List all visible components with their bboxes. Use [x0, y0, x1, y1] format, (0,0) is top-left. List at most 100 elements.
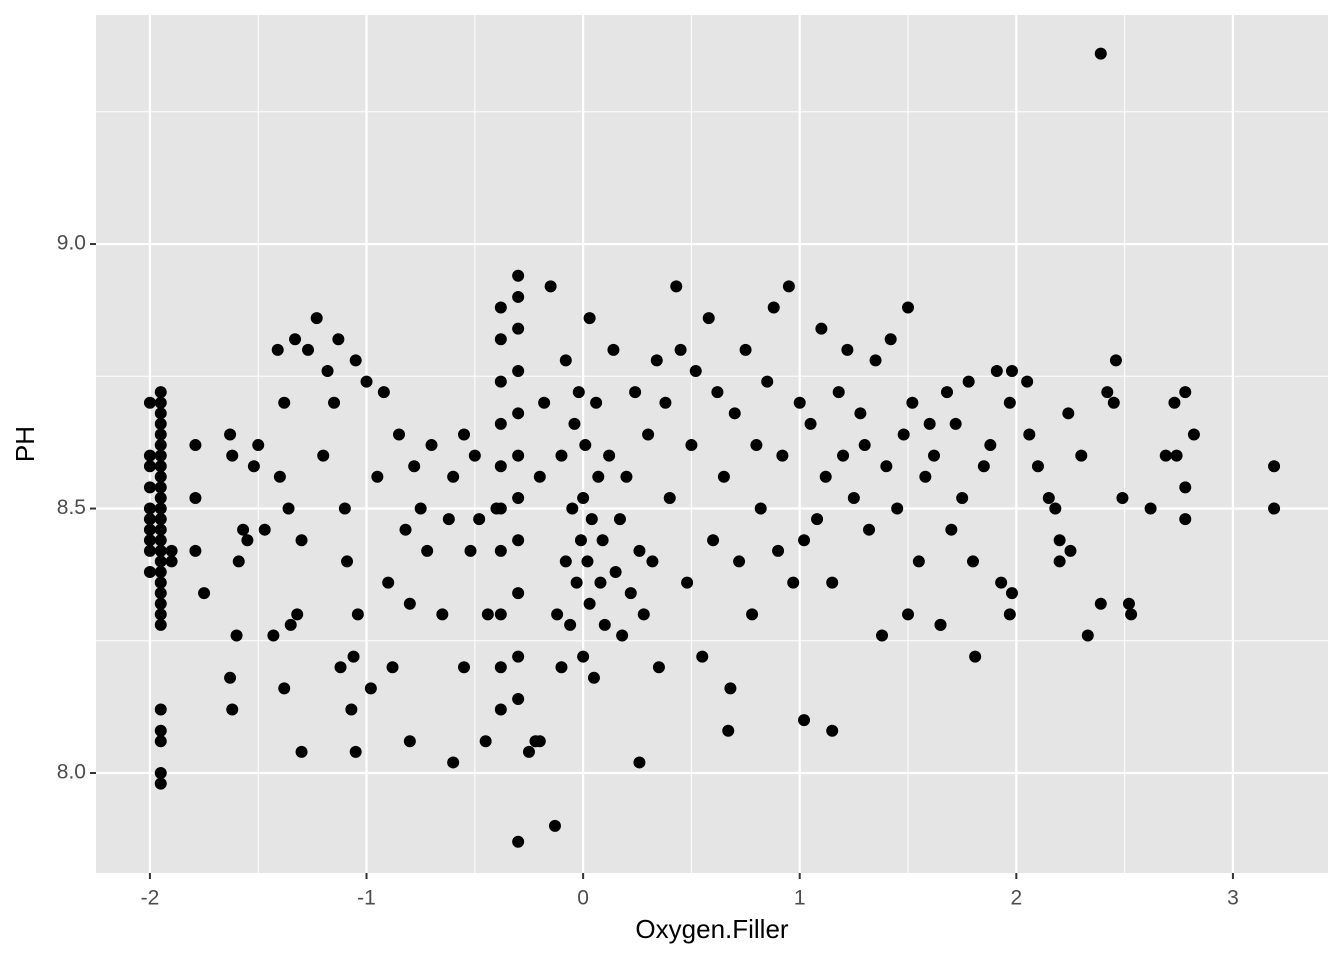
point	[977, 460, 990, 473]
point	[815, 322, 828, 335]
point	[1021, 375, 1034, 388]
point	[598, 618, 611, 631]
point	[583, 597, 596, 610]
point	[310, 312, 323, 325]
point	[1116, 491, 1129, 504]
point	[143, 502, 156, 515]
point	[642, 428, 655, 441]
point	[880, 460, 893, 473]
point	[364, 682, 377, 695]
point	[1094, 47, 1107, 60]
point	[663, 491, 676, 504]
point	[425, 439, 438, 452]
point	[1122, 597, 1135, 610]
point	[360, 375, 373, 388]
point	[457, 428, 470, 441]
point	[670, 280, 683, 293]
point	[1075, 449, 1088, 462]
point	[154, 513, 167, 526]
point	[1168, 396, 1181, 409]
point	[284, 618, 297, 631]
point	[577, 491, 590, 504]
point	[564, 618, 577, 631]
point	[154, 544, 167, 557]
point	[464, 544, 477, 557]
point	[613, 513, 626, 526]
point	[1179, 386, 1192, 399]
point	[717, 470, 730, 483]
point	[681, 576, 694, 589]
point	[479, 735, 492, 748]
point	[728, 407, 741, 420]
point	[143, 523, 156, 536]
y-axis-label: PH	[10, 426, 40, 462]
point	[733, 555, 746, 568]
point	[494, 544, 507, 557]
point	[949, 417, 962, 430]
point	[607, 343, 620, 356]
point	[468, 449, 481, 462]
point	[189, 439, 202, 452]
point	[990, 365, 1003, 378]
point	[403, 597, 416, 610]
point	[956, 491, 969, 504]
point	[876, 629, 889, 642]
point	[1023, 428, 1036, 441]
point	[646, 555, 659, 568]
point	[494, 661, 507, 674]
point	[1005, 365, 1018, 378]
point	[512, 269, 525, 282]
point	[189, 544, 202, 557]
point	[349, 354, 362, 367]
point	[568, 417, 581, 430]
point	[1268, 460, 1281, 473]
point	[782, 280, 795, 293]
point	[551, 608, 564, 621]
point	[962, 375, 975, 388]
point	[522, 745, 535, 758]
point	[154, 735, 167, 748]
point	[154, 470, 167, 483]
point	[832, 386, 845, 399]
point	[798, 714, 811, 727]
point	[538, 396, 551, 409]
point	[912, 555, 925, 568]
point	[494, 502, 507, 515]
point	[154, 481, 167, 494]
point	[798, 534, 811, 547]
point	[442, 513, 455, 526]
point	[447, 756, 460, 769]
point	[555, 661, 568, 674]
point	[772, 544, 785, 557]
panel	[96, 15, 1328, 873]
point	[258, 523, 271, 536]
point	[572, 386, 585, 399]
point	[154, 491, 167, 504]
point	[819, 470, 832, 483]
point	[995, 576, 1008, 589]
point	[512, 407, 525, 420]
point	[902, 301, 915, 314]
point	[302, 343, 315, 356]
point	[224, 428, 237, 441]
point	[1003, 608, 1016, 621]
point	[804, 417, 817, 430]
x-tick-label: -1	[357, 887, 376, 910]
point	[267, 629, 280, 642]
point	[457, 661, 470, 674]
point	[512, 290, 525, 303]
point	[884, 333, 897, 346]
point	[1170, 449, 1183, 462]
point	[154, 767, 167, 780]
point	[984, 439, 997, 452]
point	[624, 587, 637, 600]
point	[154, 449, 167, 462]
point	[566, 502, 579, 515]
point	[154, 724, 167, 737]
point	[278, 396, 291, 409]
point	[754, 502, 767, 515]
point	[351, 608, 364, 621]
point	[767, 301, 780, 314]
point	[494, 301, 507, 314]
point	[1101, 386, 1114, 399]
